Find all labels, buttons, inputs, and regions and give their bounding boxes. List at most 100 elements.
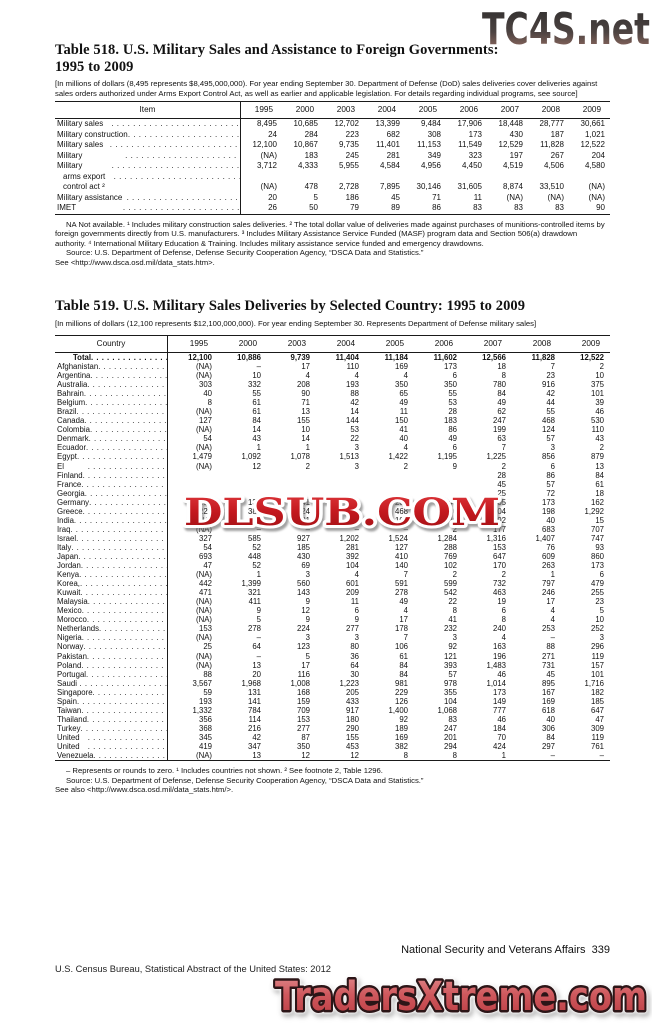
dotted-leader bbox=[80, 588, 167, 597]
row-label-text: Israel bbox=[57, 533, 77, 543]
value-cell: (NA) bbox=[547, 192, 564, 202]
value-cell: 61 bbox=[252, 398, 261, 408]
table-row: Taiwan ² 1,332 784 709 917 1,400 1,068 777 618 64… bbox=[55, 705, 610, 715]
value-cell: 197 bbox=[509, 150, 523, 160]
value-cell: 3 bbox=[452, 633, 457, 643]
value-cell: 479 bbox=[590, 579, 604, 589]
table-row: Mexico (NA) 9 12 6 4 8 6 4 5 bbox=[55, 606, 610, 616]
row-label: Norway bbox=[55, 642, 168, 652]
value-cell: 42 bbox=[546, 389, 555, 399]
value-cell: 978 bbox=[443, 678, 457, 688]
value-cell: 682 bbox=[386, 129, 400, 139]
value-cell: (NA) bbox=[195, 524, 212, 534]
year-header: 2003 bbox=[336, 105, 355, 114]
year-header: 2006 bbox=[459, 105, 478, 114]
value-cell: 198 bbox=[541, 506, 555, 516]
row-label: Military sales agreements bbox=[55, 119, 241, 130]
value-cell: 856 bbox=[541, 452, 555, 462]
value-cell: 4 bbox=[550, 615, 555, 625]
value-cell: (NA) bbox=[195, 461, 212, 471]
row-label-text: Argentina bbox=[57, 371, 91, 381]
row-label: Israel bbox=[55, 533, 168, 543]
value-cell: 18 bbox=[595, 488, 604, 498]
table-row: Greece 220 389 1,324 1,225 468 180 204 198 1,292 bbox=[55, 506, 610, 516]
value-cell bbox=[217, 480, 266, 489]
value-cell: 6 bbox=[501, 606, 506, 616]
value-cell: (NA) bbox=[195, 425, 212, 435]
value-cell: 1,524 bbox=[388, 533, 408, 543]
value-cell: 1 bbox=[501, 751, 506, 761]
value-cell: 14 bbox=[252, 425, 261, 435]
row-label-text: Georgia bbox=[57, 488, 85, 498]
value-cell: 1,068 bbox=[437, 705, 457, 715]
row-label-text: Morocco bbox=[57, 615, 87, 625]
value-cell: 33,510 bbox=[539, 182, 564, 191]
value-cell: 2 bbox=[403, 461, 408, 471]
value-cell: 410 bbox=[394, 552, 408, 561]
value-cell: (NA) bbox=[195, 651, 212, 661]
value-cell: 927 bbox=[296, 533, 310, 543]
value-cell bbox=[266, 489, 315, 498]
value-cell bbox=[364, 489, 413, 498]
row-label-text: Malaysia bbox=[57, 597, 88, 607]
row-label-text: Kuwait bbox=[57, 588, 81, 598]
row-label: Italy bbox=[55, 542, 168, 552]
value-cell: 55 bbox=[448, 389, 457, 399]
value-cell: 64 bbox=[350, 660, 359, 670]
value-cell: 201 bbox=[443, 732, 457, 742]
value-cell: 10,886 bbox=[237, 352, 261, 362]
value-cell: 55 bbox=[546, 407, 555, 417]
row-label: Portugal bbox=[55, 669, 168, 679]
row-label-text: Military sales deliveries ¹ bbox=[57, 140, 104, 149]
value-cell: 1 bbox=[305, 443, 310, 453]
value-cell: 173 bbox=[541, 497, 555, 507]
value-cell: 106 bbox=[394, 642, 408, 652]
value-cell: 1,716 bbox=[584, 678, 604, 688]
row-label-text: Canada bbox=[57, 416, 85, 426]
value-cell: 10 bbox=[301, 425, 310, 435]
value-cell: 350 bbox=[296, 741, 310, 751]
value-cell: 80 bbox=[350, 642, 359, 652]
dotted-leader bbox=[77, 452, 167, 461]
value-cell: 769 bbox=[443, 552, 457, 561]
row-label: Military financing program bbox=[55, 161, 241, 172]
value-cell bbox=[168, 471, 217, 480]
value-cell: 4 bbox=[354, 371, 359, 381]
value-cell: 70 bbox=[497, 732, 506, 742]
value-cell: 981 bbox=[394, 678, 408, 688]
value-cell: 1,513 bbox=[339, 452, 359, 462]
value-cell: 264 bbox=[345, 497, 359, 507]
row-label: Taiwan ² bbox=[55, 705, 168, 715]
value-cell: 6 bbox=[550, 461, 555, 471]
value-cell: 20 bbox=[252, 669, 261, 679]
value-cell: 104 bbox=[345, 561, 359, 571]
value-cell: 288 bbox=[443, 542, 457, 552]
dotted-leader bbox=[85, 489, 167, 498]
table-row: Norway 25 64 123 80 106 92 163 88 296 bbox=[55, 642, 610, 652]
table-row: Morocco (NA) 5 9 9 17 41 8 4 10 bbox=[55, 615, 610, 625]
value-cell: 4 bbox=[550, 606, 555, 616]
value-cell: 92 bbox=[497, 515, 506, 525]
dotted-leader bbox=[82, 633, 167, 642]
row-label-text: Colombia bbox=[57, 425, 90, 435]
value-cell: (NA) bbox=[260, 150, 277, 160]
value-cell: 5,955 bbox=[338, 161, 359, 170]
row-label: Total ¹ bbox=[55, 352, 168, 363]
dotted-leader bbox=[82, 606, 167, 615]
value-cell: 131 bbox=[247, 497, 261, 507]
value-cell: 11 bbox=[350, 597, 359, 607]
value-cell: 223 bbox=[345, 129, 359, 139]
value-cell: 1,092 bbox=[241, 452, 261, 462]
value-cell: 4,956 bbox=[420, 161, 441, 170]
value-cell: 13 bbox=[301, 407, 310, 417]
value-cell: 1,225 bbox=[339, 506, 359, 516]
value-cell: 1,968 bbox=[241, 678, 261, 688]
value-cell: 86 bbox=[546, 470, 555, 480]
value-cell: 761 bbox=[590, 741, 604, 751]
value-cell: 1 bbox=[256, 443, 261, 453]
value-cell: 216 bbox=[247, 723, 261, 733]
dotted-leader bbox=[83, 507, 167, 516]
value-cell: 17,906 bbox=[457, 119, 482, 128]
value-cell: 448 bbox=[247, 552, 261, 561]
table-row: Malaysia (NA) 411 9 11 49 22 19 17 23 bbox=[55, 597, 610, 607]
